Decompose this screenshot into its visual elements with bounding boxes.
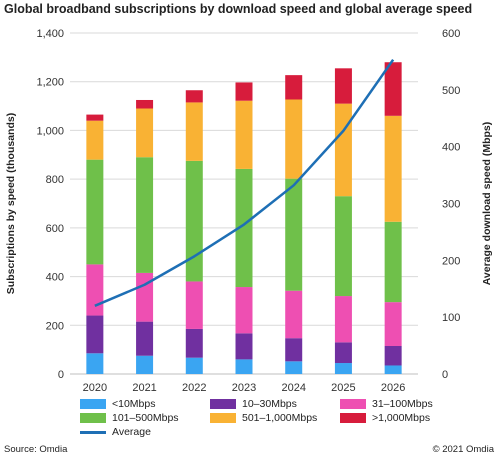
y2-tick-label: 0 [442, 369, 448, 381]
bar-segment [235, 287, 253, 334]
bar-segment [285, 361, 303, 374]
bar-segment [285, 338, 303, 362]
bar-segment [86, 264, 104, 316]
x-tick-label: 2023 [232, 382, 256, 394]
bar-segment [185, 281, 203, 329]
bar-segment [334, 296, 352, 343]
bar-segment [384, 62, 402, 116]
bar-segment [86, 353, 104, 374]
bar-segment [86, 159, 104, 265]
legend-swatch [340, 413, 366, 423]
legend-line-swatch [80, 430, 106, 434]
bar-segment [136, 99, 154, 109]
y2-tick-label: 500 [442, 85, 460, 97]
x-tick-label: 2020 [83, 382, 107, 394]
y-tick-label: 400 [46, 272, 64, 284]
bar-segment [384, 115, 402, 222]
bar-segment [235, 333, 253, 360]
bar-segment [185, 90, 203, 103]
bar-segment [185, 102, 203, 161]
bar-segment [185, 328, 203, 358]
average-speed-line [94, 58, 395, 307]
bar-segment [235, 100, 253, 169]
legend-label: Average [112, 426, 151, 438]
bar-segment [285, 178, 303, 291]
y2-tick-label: 300 [442, 199, 460, 211]
legend-swatch [340, 399, 366, 409]
legend-label: 10–30Mbps [242, 398, 297, 410]
y-tick-label: 1,400 [36, 28, 64, 40]
bar-segment [136, 355, 154, 374]
y2-tick-label: 200 [442, 255, 460, 267]
bar-segment [334, 363, 352, 374]
bar-segment [235, 359, 253, 374]
bars-group [86, 62, 402, 374]
legend-item-lt10: <10Mbps [80, 398, 156, 410]
bar-segment [86, 114, 104, 121]
bar-segment [185, 160, 203, 282]
bar-segment [285, 99, 303, 179]
y2-axis-title: Average download speed (Mbps) [481, 122, 493, 286]
bar-segment [136, 157, 154, 273]
source-note: Source: Omdia [4, 444, 68, 455]
bar-segment [86, 315, 104, 354]
legend-item-501-1000: 501–1,000Mbps [210, 412, 317, 424]
bar-segment [334, 196, 352, 297]
bar-segment [285, 290, 303, 339]
y-axis-title: Subscriptions by speed (thousands) [5, 113, 17, 294]
x-tick-label: 2024 [281, 382, 305, 394]
legend-item-31-100: 31–100Mbps [340, 398, 433, 410]
legend-item-10-30: 10–30Mbps [210, 398, 297, 410]
bar-segment [136, 272, 154, 322]
y2-tick-label: 600 [442, 28, 460, 40]
x-tick-label: 2026 [381, 382, 405, 394]
bar-segment [384, 365, 402, 374]
copyright-note: © 2021 Omdia [432, 444, 494, 455]
y-tick-label: 200 [46, 320, 64, 332]
legend-label: 101–500Mbps [112, 412, 179, 424]
bar-segment [235, 168, 253, 288]
y-tick-label: 800 [46, 174, 64, 186]
y-tick-label: 0 [58, 369, 64, 381]
bar-segment [235, 82, 253, 101]
legend-label: 501–1,000Mbps [242, 412, 318, 424]
bar-segment [185, 357, 203, 374]
legend-label: 31–100Mbps [372, 398, 433, 410]
legend-label: >1,000Mbps [372, 412, 431, 424]
legend-swatch [80, 399, 106, 409]
legend-swatch [80, 413, 106, 423]
bar-segment [136, 321, 154, 356]
y2-tick-label: 100 [442, 312, 460, 324]
y-tick-label: 600 [46, 223, 64, 235]
legend-item-101-500: 101–500Mbps [80, 412, 179, 424]
bar-segment [285, 75, 303, 100]
legend-swatch [210, 413, 236, 423]
legend-swatch [210, 399, 236, 409]
chart-title: Global broadband subscriptions by downlo… [4, 2, 473, 16]
legend-label: <10Mbps [112, 398, 156, 410]
bar-segment [334, 68, 352, 104]
x-tick-label: 2025 [331, 382, 355, 394]
bar-segment [136, 108, 154, 158]
legend-item-gt1000: >1,000Mbps [340, 412, 430, 424]
y-tick-label: 1,200 [36, 77, 64, 89]
y-tick-label: 1,000 [36, 125, 64, 137]
bar-segment [86, 120, 104, 160]
bar-segment [334, 342, 352, 364]
bar-segment [384, 302, 402, 346]
y2-tick-label: 400 [442, 142, 460, 154]
line-group [94, 58, 395, 307]
x-tick-label: 2022 [182, 382, 206, 394]
legend-item-average: Average [80, 426, 151, 438]
bar-segment [384, 221, 402, 303]
bar-segment [334, 103, 352, 197]
x-tick-label: 2021 [132, 382, 156, 394]
bar-segment [384, 345, 402, 366]
chart-svg: 0 200 400 600 800 1,000 1,200 1,400 0 100 200 300 40… [5, 28, 493, 394]
